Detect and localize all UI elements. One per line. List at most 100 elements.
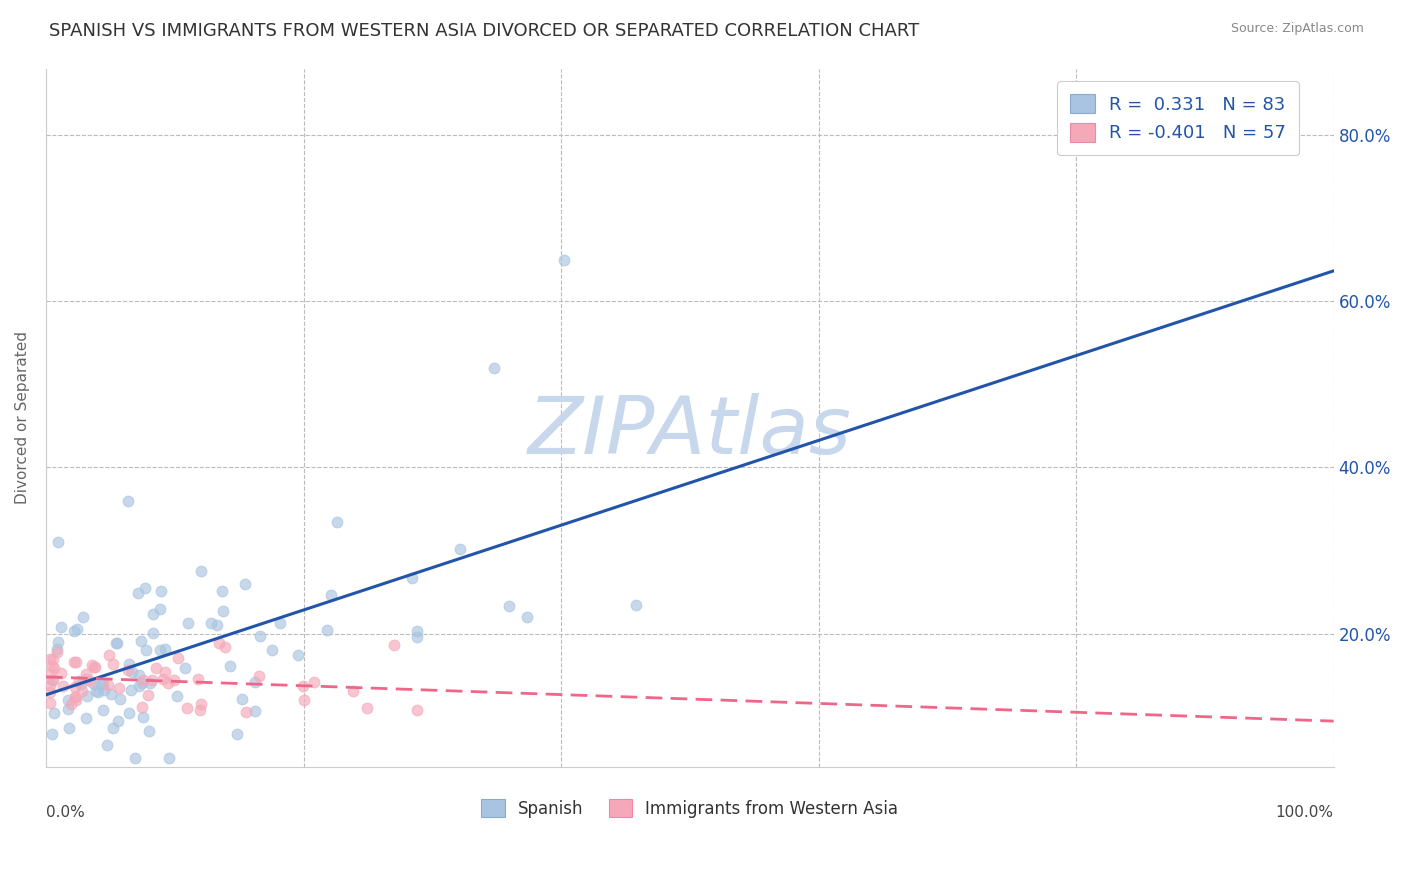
Point: [190, 564, 212, 578]
Point: [41, 673, 63, 688]
Point: [72, 683, 94, 698]
Point: [45, 645, 67, 659]
Point: [44, 706, 66, 720]
Text: SPANISH VS IMMIGRANTS FROM WESTERN ASIA DIVORCED OR SEPARATED CORRELATION CHART: SPANISH VS IMMIGRANTS FROM WESTERN ASIA …: [49, 22, 920, 40]
Point: [152, 672, 174, 686]
Y-axis label: Divorced or Separated: Divorced or Separated: [15, 331, 30, 504]
Point: [207, 636, 229, 650]
Point: [38, 696, 60, 710]
Point: [90, 676, 112, 690]
Point: [96, 738, 118, 752]
Point: [302, 674, 325, 689]
Point: [149, 584, 172, 599]
Point: [190, 698, 212, 712]
Point: [129, 633, 152, 648]
Point: [70, 677, 93, 691]
Point: [173, 661, 195, 675]
Point: [49, 620, 72, 634]
Point: [63, 624, 86, 639]
Point: [135, 643, 157, 657]
Point: [212, 604, 235, 618]
Point: [51, 665, 73, 680]
Point: [149, 643, 172, 657]
Point: [132, 709, 155, 723]
Point: [292, 679, 315, 693]
Point: [249, 629, 271, 643]
Point: [132, 673, 155, 688]
Point: [211, 583, 233, 598]
Point: [131, 676, 153, 690]
Point: [405, 630, 427, 644]
Point: [108, 681, 131, 696]
Point: [200, 615, 222, 630]
Point: [97, 677, 120, 691]
Point: [117, 493, 139, 508]
Point: [46, 635, 69, 649]
Point: [83, 677, 105, 691]
Point: [405, 703, 427, 717]
Point: [134, 581, 156, 595]
Point: [65, 693, 87, 707]
Point: [45, 642, 67, 657]
Point: [449, 541, 471, 556]
Point: [56, 693, 79, 707]
Point: [287, 648, 309, 663]
Point: [117, 663, 139, 677]
Point: [63, 680, 86, 694]
Point: [139, 676, 162, 690]
Point: [38, 685, 60, 699]
Point: [67, 674, 90, 689]
Point: [142, 607, 165, 622]
Point: [155, 642, 177, 657]
Point: [84, 660, 107, 674]
Point: [484, 360, 506, 375]
Point: [141, 673, 163, 687]
Point: [214, 640, 236, 655]
Point: [138, 724, 160, 739]
Point: [516, 610, 538, 624]
Point: [176, 701, 198, 715]
Point: [166, 651, 188, 665]
Point: [83, 660, 105, 674]
Point: [63, 655, 86, 669]
Point: [91, 677, 114, 691]
Point: [342, 683, 364, 698]
Point: [233, 577, 256, 591]
Point: [269, 615, 291, 630]
Point: [42, 661, 65, 675]
Point: [177, 615, 200, 630]
Point: [247, 669, 270, 683]
Point: [157, 751, 180, 765]
Point: [382, 638, 405, 652]
Text: Source: ZipAtlas.com: Source: ZipAtlas.com: [1230, 22, 1364, 36]
Point: [103, 721, 125, 735]
Point: [98, 648, 121, 662]
Point: [118, 657, 141, 671]
Point: [219, 659, 242, 673]
Text: 100.0%: 100.0%: [1275, 805, 1334, 820]
Point: [100, 688, 122, 702]
Point: [145, 661, 167, 675]
Point: [128, 680, 150, 694]
Point: [38, 652, 60, 666]
Point: [75, 666, 97, 681]
Point: [107, 714, 129, 728]
Point: [231, 692, 253, 706]
Point: [84, 684, 107, 698]
Point: [188, 703, 211, 717]
Point: [87, 684, 110, 698]
Point: [128, 668, 150, 682]
Point: [205, 618, 228, 632]
Point: [63, 690, 86, 704]
Point: [187, 673, 209, 687]
Point: [553, 252, 575, 267]
Point: [75, 673, 97, 687]
Point: [406, 624, 429, 638]
Point: [131, 700, 153, 714]
Point: [498, 599, 520, 614]
Point: [41, 727, 63, 741]
Point: [52, 679, 75, 693]
Point: [120, 682, 142, 697]
Point: [103, 657, 125, 671]
Point: [243, 674, 266, 689]
